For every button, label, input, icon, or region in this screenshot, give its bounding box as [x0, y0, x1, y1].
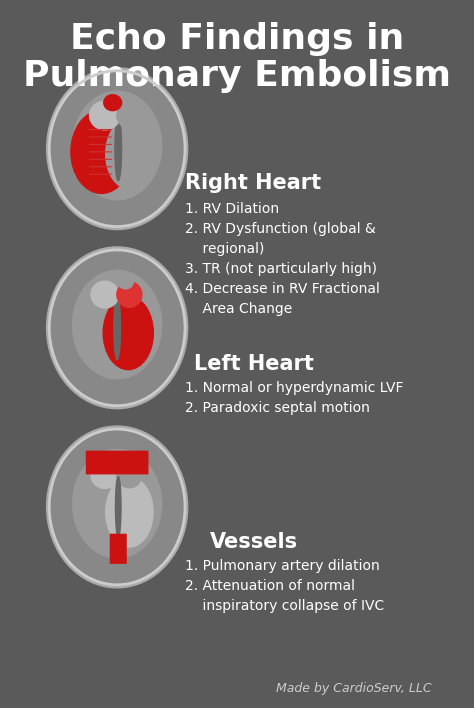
Ellipse shape	[91, 462, 119, 489]
Ellipse shape	[73, 270, 162, 379]
Ellipse shape	[116, 476, 121, 537]
Text: 1. RV Dilation
2. RV Dysfunction (global &
    regional)
3. TR (not particularly: 1. RV Dilation 2. RV Dysfunction (global…	[185, 202, 380, 316]
Circle shape	[49, 250, 185, 406]
Ellipse shape	[104, 95, 122, 110]
Ellipse shape	[73, 292, 129, 370]
Text: Left Heart: Left Heart	[193, 354, 313, 374]
Ellipse shape	[73, 450, 162, 558]
Ellipse shape	[90, 101, 120, 130]
Text: Right Heart: Right Heart	[185, 173, 321, 193]
Text: 1. Normal or hyperdynamic LVF
2. Paradoxic septal motion: 1. Normal or hyperdynamic LVF 2. Paradox…	[185, 381, 404, 415]
Ellipse shape	[103, 296, 153, 370]
Ellipse shape	[73, 91, 162, 200]
Text: Made by CardioServ, LLC: Made by CardioServ, LLC	[276, 683, 431, 695]
Circle shape	[46, 68, 188, 229]
Ellipse shape	[71, 110, 132, 193]
Ellipse shape	[106, 477, 153, 547]
Ellipse shape	[114, 296, 120, 360]
Text: Echo Findings in: Echo Findings in	[70, 22, 404, 56]
Circle shape	[46, 247, 188, 409]
Text: 1. Pulmonary artery dilation
2. Attenuation of normal
    inspiratory collapse o: 1. Pulmonary artery dilation 2. Attenuat…	[185, 559, 384, 613]
FancyBboxPatch shape	[86, 452, 148, 474]
Text: Vessels: Vessels	[210, 532, 298, 552]
Circle shape	[49, 429, 185, 585]
Ellipse shape	[106, 119, 153, 189]
Ellipse shape	[117, 103, 142, 128]
Circle shape	[49, 71, 185, 227]
Ellipse shape	[115, 117, 122, 181]
Ellipse shape	[117, 282, 142, 307]
Ellipse shape	[118, 275, 133, 289]
Ellipse shape	[91, 281, 119, 308]
Circle shape	[46, 426, 188, 588]
Text: Pulmonary Embolism: Pulmonary Embolism	[23, 59, 451, 93]
Ellipse shape	[75, 472, 131, 549]
Ellipse shape	[117, 462, 142, 488]
FancyBboxPatch shape	[110, 535, 126, 563]
